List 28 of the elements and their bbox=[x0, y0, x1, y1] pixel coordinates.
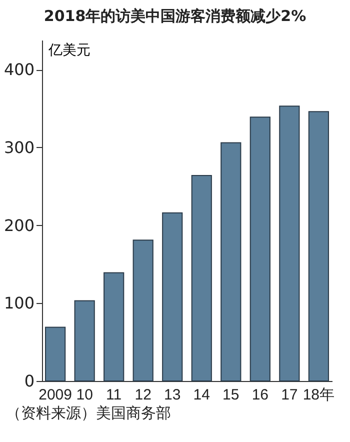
bar bbox=[45, 326, 66, 382]
bar bbox=[104, 272, 124, 382]
x-tick-label: 18年 bbox=[302, 386, 335, 404]
bar bbox=[308, 111, 329, 382]
x-tick-label: 16 bbox=[252, 386, 268, 404]
bar bbox=[220, 142, 242, 382]
text: （资料来源）美国商务部 bbox=[6, 404, 171, 423]
x-tick-label: 14 bbox=[193, 386, 210, 404]
bar bbox=[279, 106, 300, 382]
x-tick-label: 11 bbox=[106, 386, 122, 404]
y-tick-label: 100 bbox=[4, 294, 34, 313]
x-tick-label: 2009 bbox=[38, 386, 72, 404]
bar bbox=[132, 240, 154, 382]
y-tick-label: 300 bbox=[4, 138, 34, 157]
bar bbox=[250, 116, 270, 382]
y-axis-title: 亿美元 bbox=[48, 42, 90, 58]
bar bbox=[191, 174, 212, 382]
chart-title: 2018年的访美中国游客消费额减少2% bbox=[44, 7, 306, 25]
x-tick-label: 17 bbox=[281, 386, 298, 404]
x-tick-label: 13 bbox=[164, 386, 181, 404]
x-tick-label: 15 bbox=[222, 386, 240, 404]
x-tick-label: 12 bbox=[134, 386, 152, 404]
x-tick-label: 10 bbox=[76, 386, 93, 404]
y-tick-label: 0 bbox=[24, 372, 34, 390]
y-tick-label: 200 bbox=[4, 216, 34, 235]
bar bbox=[162, 212, 183, 382]
bar bbox=[74, 300, 95, 382]
y-tick-label: 400 bbox=[4, 60, 34, 80]
